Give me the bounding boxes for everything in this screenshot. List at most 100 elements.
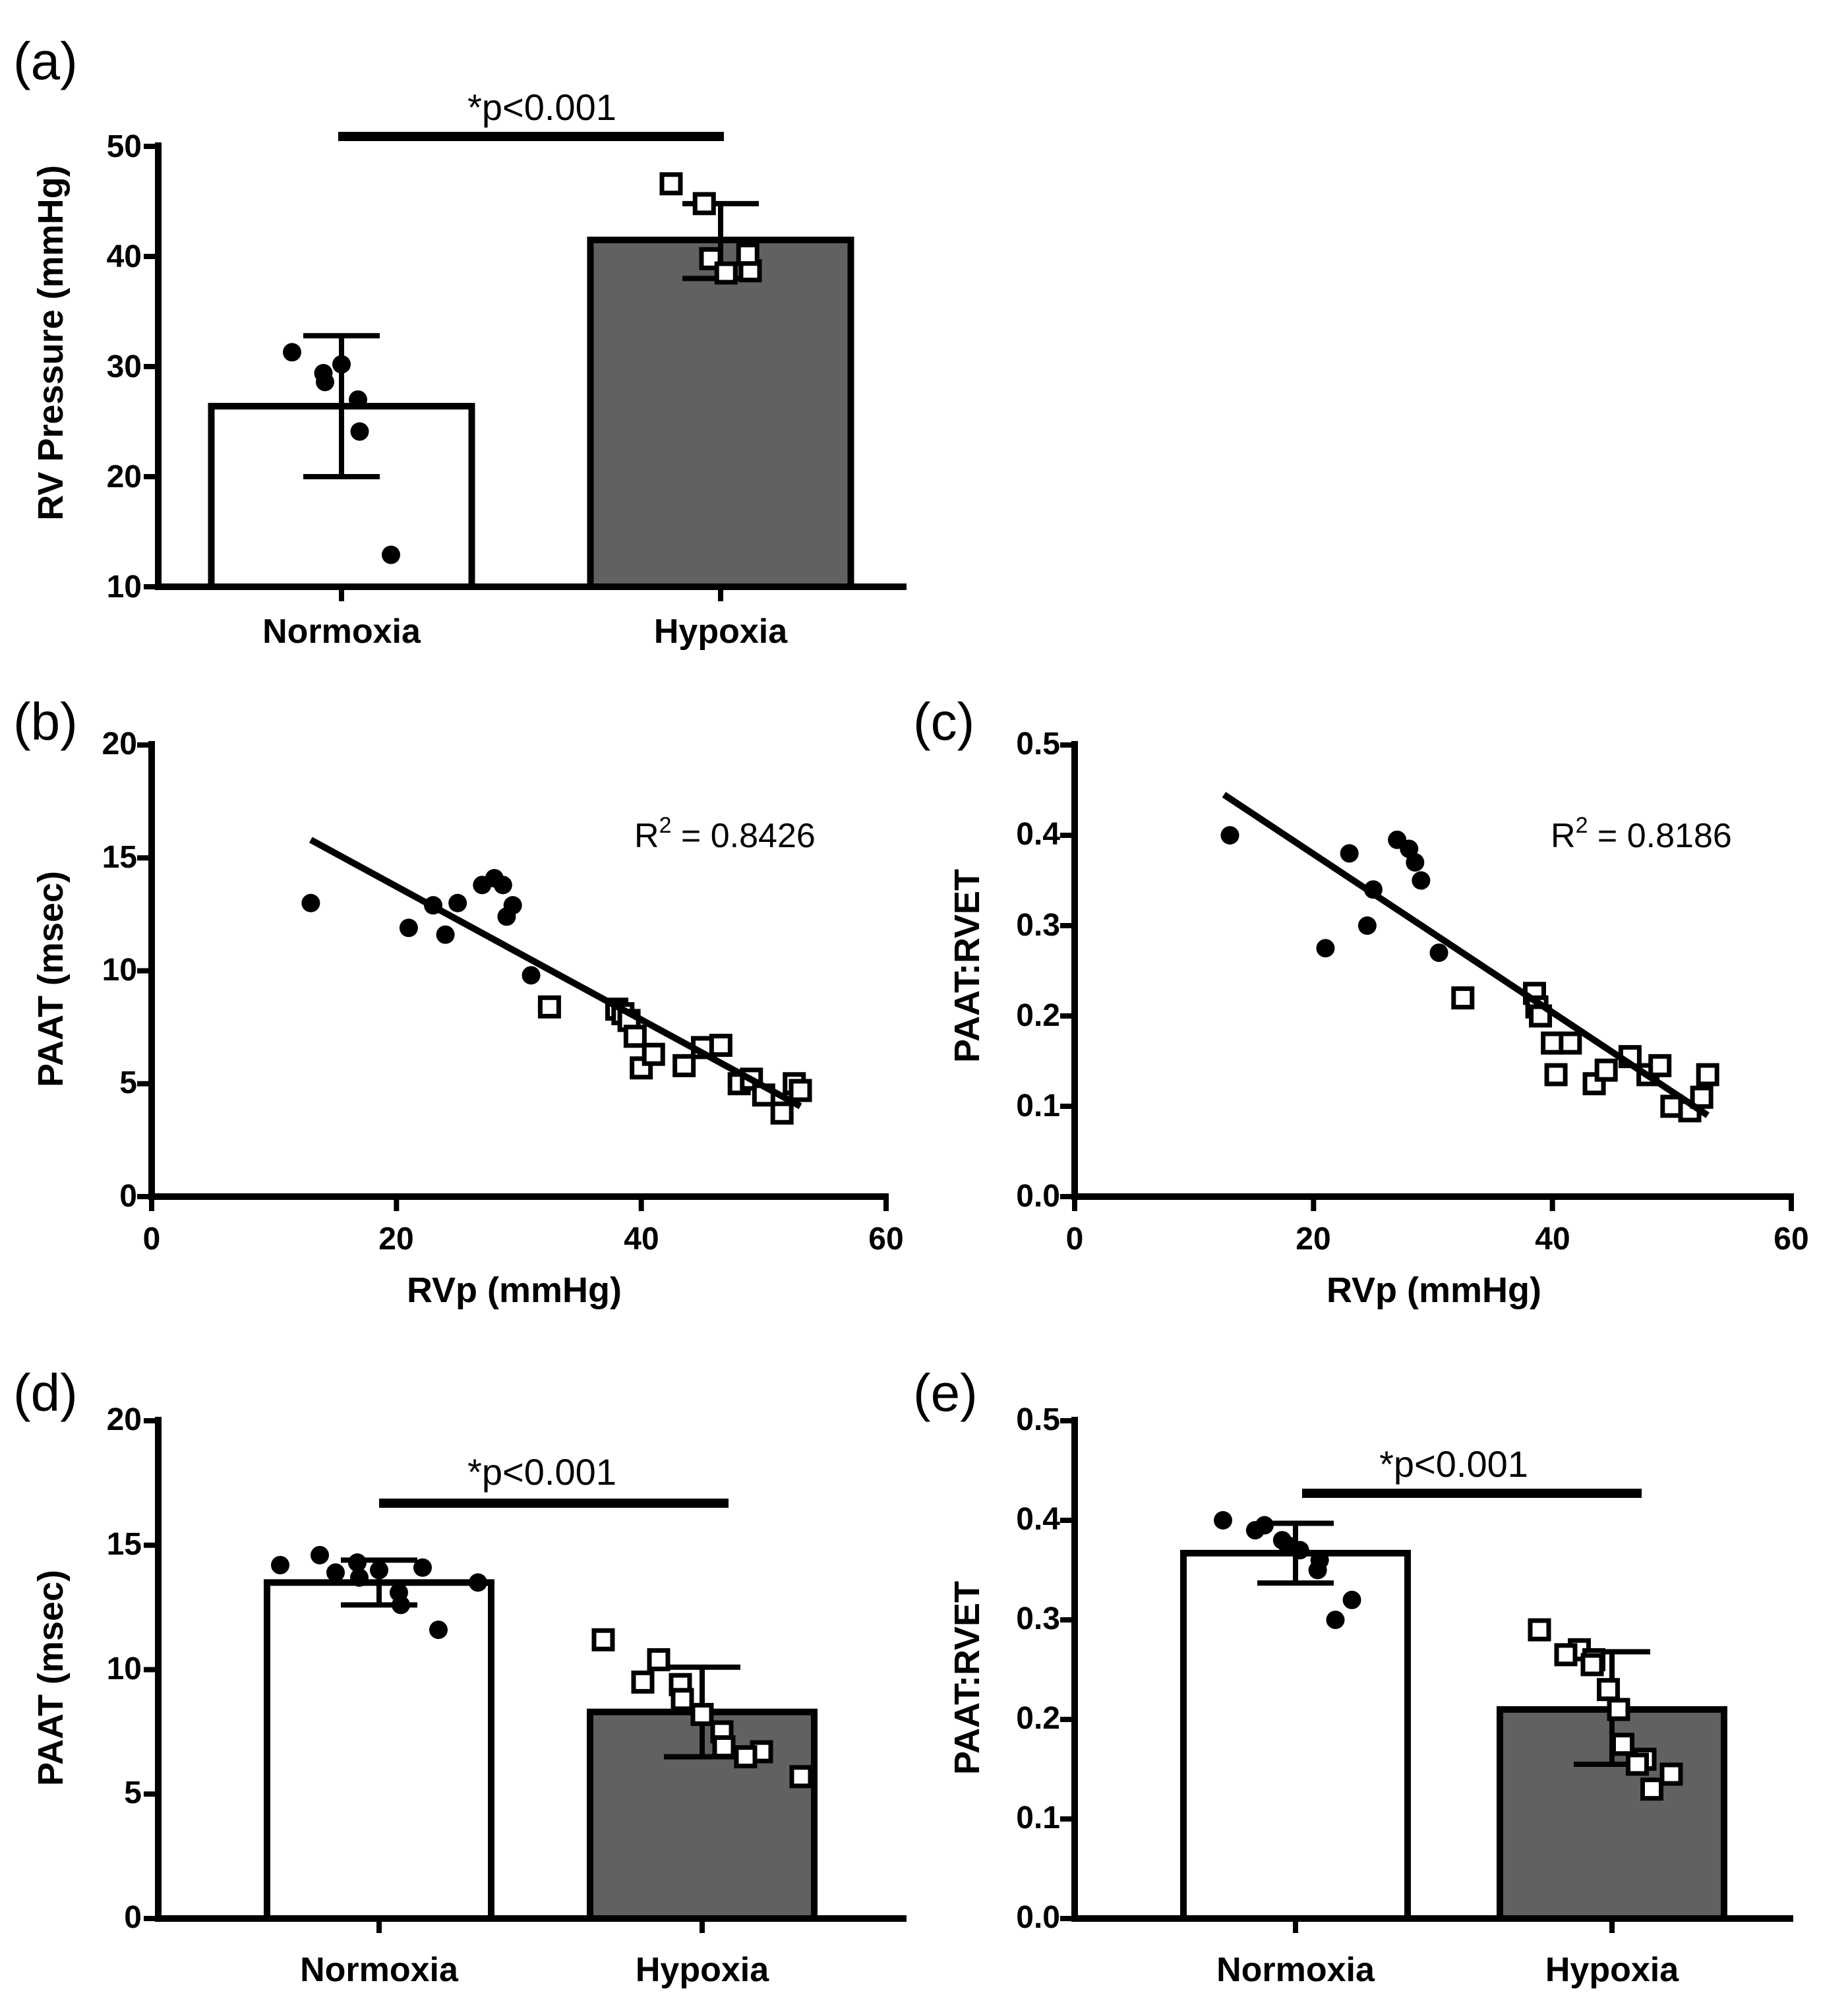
data-point-hypoxia	[692, 192, 716, 216]
data-point-hypoxia	[712, 1735, 736, 1759]
data-point-hypoxia	[770, 1101, 794, 1125]
panel-d-ytick-label: 20	[107, 1402, 142, 1437]
panel-c-paat-rvet-vs-rvp-scatter: (c) PAAT:RVET RVp (mmHg) R2 = 0.8186 0.0…	[913, 692, 1809, 1310]
panel-e-significance-label: *p<0.001	[1379, 1443, 1528, 1485]
panel-b-r-squared: R2 = 0.8426	[634, 813, 816, 855]
panel-e-y-tick-labels: 0.0 0.1 0.2 0.3 0.4 0.5	[1016, 1402, 1060, 1935]
panel-a-ytick-label: 30	[107, 349, 142, 384]
panel-c-xtick-label: 20	[1296, 1222, 1330, 1257]
data-point-normoxia	[448, 893, 467, 912]
panel-d-ytick-label: 0	[124, 1900, 142, 1935]
data-point-normoxia	[429, 1621, 448, 1640]
data-point-hypoxia	[1607, 1698, 1630, 1721]
panel-a-ytick-label: 10	[107, 570, 142, 605]
data-point-hypoxia	[1626, 1752, 1649, 1776]
data-point-hypoxia	[641, 1042, 665, 1066]
panel-a-ytick-label: 20	[107, 460, 142, 494]
panel-b-ytick-label: 0	[119, 1179, 137, 1214]
data-point-hypoxia	[672, 1054, 696, 1077]
data-point-hypoxia	[647, 1648, 671, 1671]
panel-b-ytick-label: 15	[102, 840, 137, 875]
panel-d-ytick-label: 10	[107, 1652, 142, 1686]
data-point-hypoxia	[1580, 1653, 1604, 1677]
data-point-normoxia	[301, 893, 320, 912]
data-point-normoxia	[392, 1595, 410, 1615]
panel-d-marks	[144, 1417, 907, 1933]
bar-normoxia	[264, 1579, 494, 1922]
data-point-normoxia	[382, 545, 400, 564]
panel-c-r-squared: R2 = 0.8186	[1551, 813, 1732, 855]
panel-b-marks	[137, 741, 889, 1211]
data-point-hypoxia	[1611, 1733, 1634, 1756]
data-point-normoxia	[1245, 1521, 1265, 1540]
panel-d-paat-bar-chart: (d) PAAT (msec) Normoxia Hypoxia *p<0.00…	[13, 1363, 907, 1989]
panel-c-ytick-label: 0.5	[1016, 727, 1060, 761]
panel-b-xlabel: RVp (mmHg)	[407, 1270, 622, 1310]
panel-label-b: (b)	[13, 692, 78, 751]
panel-c-ytick-label: 0.0	[1016, 1179, 1060, 1214]
data-point-normoxia	[413, 1558, 432, 1577]
data-point-hypoxia	[1648, 1054, 1672, 1077]
data-point-hypoxia	[1528, 1618, 1551, 1642]
panel-c-xtick-label: 40	[1535, 1222, 1570, 1257]
data-point-hypoxia	[699, 247, 723, 270]
data-point-normoxia	[1214, 1511, 1232, 1530]
data-point-normoxia	[350, 1568, 369, 1587]
panel-e-ytick-label: 0.2	[1016, 1701, 1060, 1736]
panel-b-xtick-label: 40	[624, 1222, 659, 1257]
panel-a-category-normoxia: Normoxia	[262, 612, 421, 651]
data-point-hypoxia	[1559, 1031, 1582, 1055]
data-point-normoxia	[493, 876, 512, 895]
panel-a-marks	[144, 132, 907, 601]
panel-e-ytick-label: 0.3	[1016, 1601, 1060, 1636]
data-point-normoxia	[326, 1563, 345, 1582]
panel-a-ytick-label: 40	[107, 239, 142, 274]
data-point-hypoxia	[1660, 1094, 1684, 1118]
data-point-normoxia	[332, 355, 351, 374]
data-point-hypoxia	[1696, 1063, 1719, 1087]
data-point-hypoxia	[1640, 1777, 1663, 1801]
panel-e-ytick-label: 0.4	[1016, 1502, 1060, 1537]
data-point-hypoxia	[736, 243, 760, 266]
regression-line	[1222, 792, 1710, 1118]
data-point-hypoxia	[591, 1628, 615, 1652]
data-point-hypoxia	[1659, 1762, 1683, 1786]
panel-d-category-hypoxia: Hypoxia	[636, 1951, 769, 1989]
data-point-normoxia	[1406, 853, 1425, 872]
data-point-normoxia	[503, 896, 522, 915]
data-point-hypoxia	[789, 1765, 813, 1789]
data-point-normoxia	[1326, 1611, 1345, 1629]
panel-b-tick-labels: 0 5 10 15 20 0 20 40 60	[102, 727, 904, 1257]
panel-a-significance-label: *p<0.001	[467, 86, 616, 128]
panel-e-marks	[1060, 1417, 1793, 1933]
data-point-normoxia	[311, 1545, 329, 1564]
panel-a-rv-pressure-bar-chart: (a) RV Pressure (mmHg) Normoxia Hypoxia …	[13, 32, 907, 651]
data-point-hypoxia	[1451, 986, 1475, 1010]
panel-e-ytick-label: 0.5	[1016, 1402, 1060, 1437]
panel-c-ytick-label: 0.4	[1016, 817, 1060, 852]
data-point-hypoxia	[789, 1079, 812, 1102]
regression-line	[309, 837, 802, 1110]
panel-b-ytick-label: 5	[119, 1065, 137, 1100]
panel-e-ytick-label: 0.1	[1016, 1801, 1060, 1835]
data-point-normoxia	[399, 918, 418, 938]
data-point-normoxia	[1412, 871, 1431, 890]
panel-b-ylabel: PAAT (msec)	[31, 871, 71, 1087]
data-point-normoxia	[1342, 1590, 1361, 1609]
panel-d-category-normoxia: Normoxia	[300, 1951, 459, 1989]
data-point-normoxia	[348, 1553, 367, 1572]
panel-c-ytick-label: 0.1	[1016, 1088, 1060, 1123]
data-point-normoxia	[370, 1561, 388, 1580]
data-point-normoxia	[436, 925, 455, 944]
data-point-normoxia	[271, 1555, 289, 1574]
panel-b-xtick-label: 0	[143, 1222, 161, 1257]
panel-d-ytick-label: 5	[124, 1775, 142, 1810]
bar-hypoxia	[587, 236, 854, 590]
data-point-normoxia	[469, 1573, 487, 1592]
data-point-normoxia	[1220, 826, 1239, 845]
data-point-hypoxia	[690, 1702, 714, 1726]
panel-b-xtick-label: 20	[378, 1222, 413, 1257]
panel-c-ytick-label: 0.3	[1016, 908, 1060, 943]
data-point-hypoxia	[1544, 1063, 1568, 1087]
